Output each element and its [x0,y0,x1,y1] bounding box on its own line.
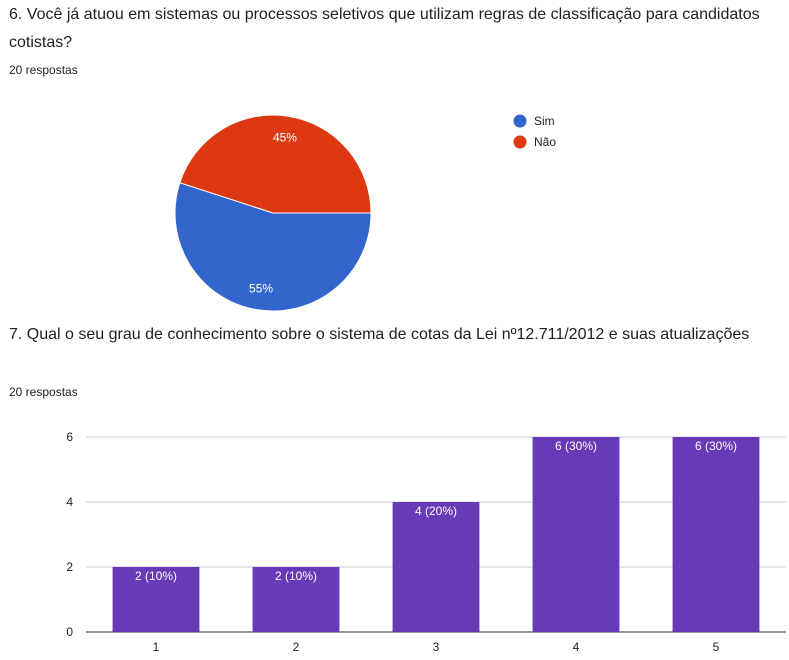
question-6-title: 6. Você já atuou em sistemas ou processo… [9,6,760,51]
y-tick-label: 2 [66,560,73,574]
x-tick-label-2: 2 [293,640,300,654]
bar-data-label-3: 4 (20%) [415,504,457,518]
pie-slice-label-sim: 55% [249,281,273,295]
pie-chart: 55% 45% Sim Não [174,114,556,312]
x-tick-label-5: 5 [713,640,720,654]
bar-5 [672,437,760,632]
pie-slice-sim [174,182,372,312]
bar-data-label-4: 6 (30%) [555,439,597,453]
y-tick-label: 6 [66,430,73,444]
y-tick-label: 0 [66,625,73,639]
bar-3 [392,502,480,632]
pie-slice-label-não: 45% [273,131,297,145]
legend-marker-sim [513,114,527,128]
bar-data-label-5: 6 (30%) [695,439,737,453]
question-6-response-count: 20 respostas [9,63,78,77]
x-tick-label-1: 1 [153,640,160,654]
pie-slice-não [179,114,372,214]
bar-2 [252,567,340,632]
question-7-title: 7. Qual o seu grau de conhecimento sobre… [9,326,750,343]
bar-data-label-2: 2 (10%) [275,569,317,583]
bar-4 [532,437,620,632]
x-tick-label-3: 3 [433,640,440,654]
bar-data-label-1: 2 (10%) [135,569,177,583]
legend-label-não: Não [534,135,556,149]
question-7-response-count: 20 respostas [9,385,78,399]
legend-marker-não [513,135,527,149]
x-tick-label-4: 4 [573,640,580,654]
legend-label-sim: Sim [534,114,555,128]
bar-1 [112,567,200,632]
y-tick-label: 4 [66,495,73,509]
